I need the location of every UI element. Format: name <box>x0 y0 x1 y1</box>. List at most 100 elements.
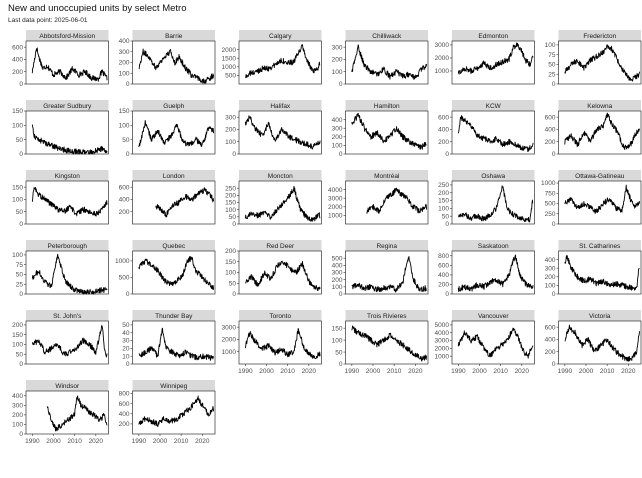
facet-strip-label: London <box>163 173 185 180</box>
y-tick-label: 800 <box>438 253 449 260</box>
y-tick-label: 1000 <box>541 180 556 187</box>
facet-strip <box>345 170 428 181</box>
panel-greater-sudbury: Greater Sudbury 0 50 100 150 <box>12 100 109 158</box>
y-tick-label: 75 <box>16 262 24 269</box>
y-tick-label: 150 <box>332 325 343 332</box>
facet-strip <box>452 240 535 251</box>
y-tick-label: 50 <box>442 213 450 220</box>
panel-quebec: Quebec 0 500 1000 <box>115 240 216 298</box>
y-tick-label: 0 <box>19 431 23 438</box>
panel-fredericton: Fredericton 0 25 50 75 100 <box>545 30 642 88</box>
facet-strip <box>452 100 535 111</box>
y-tick-label: 3000 <box>328 195 343 202</box>
panel-frame <box>451 40 535 85</box>
panel-frame <box>132 250 216 295</box>
y-tick-label: 400 <box>545 257 556 264</box>
facet-strip <box>558 240 641 251</box>
y-tick-label: 500 <box>225 73 236 80</box>
y-tick-label: 400 <box>119 411 130 418</box>
facet-strip-label: Saskatoon <box>478 243 509 250</box>
y-tick-label: 1000 <box>435 68 450 75</box>
x-tick-label: 2000 <box>259 368 274 375</box>
y-tick-label: 50 <box>335 349 343 356</box>
x-tick-label: 2000 <box>579 368 594 375</box>
x-tick-label: 2010 <box>387 368 402 375</box>
facet-strip <box>345 100 428 111</box>
y-tick-label: 50 <box>122 137 130 144</box>
series-line <box>244 185 321 222</box>
facet-strip <box>132 240 215 251</box>
y-tick-label: 400 <box>119 38 130 45</box>
y-tick-label: 200 <box>225 193 236 200</box>
y-tick-label: 150 <box>225 259 236 266</box>
chart-title: New and unoccupied units by select Metro <box>8 3 187 14</box>
y-tick-label: 0 <box>339 151 343 158</box>
x-tick-label: 2000 <box>153 438 168 445</box>
y-tick-label: 100 <box>332 143 343 150</box>
facet-strip-label: Calgary <box>269 33 292 40</box>
facet-strip <box>26 100 109 111</box>
y-tick-label: 0 <box>232 151 236 158</box>
y-tick-label: 40 <box>122 330 130 337</box>
y-tick-label: 600 <box>545 324 556 331</box>
x-tick-label: 1990 <box>451 368 466 375</box>
facet-strip-label: Montréal <box>374 173 400 180</box>
series-line <box>351 44 428 80</box>
facet-strip-label: KCW <box>486 103 502 110</box>
y-tick-label: 200 <box>225 127 236 134</box>
series-line <box>457 42 534 75</box>
panel-toronto: Toronto 1000 2000 3000 1990 2000 2010 2020 <box>222 310 322 375</box>
y-tick-label: 0 <box>339 291 343 298</box>
y-tick-label: 2000 <box>435 55 450 62</box>
series-line <box>458 185 534 223</box>
y-tick-label: 10 <box>122 353 130 360</box>
facet-strip <box>558 310 641 321</box>
y-tick-label: 150 <box>12 332 23 339</box>
y-tick-label: 200 <box>119 60 130 67</box>
x-tick-label: 2020 <box>302 368 317 375</box>
facet-strip <box>558 100 641 111</box>
series-line <box>564 112 641 151</box>
panel-peterborough: Peterborough 0 25 50 75 100 <box>12 240 109 298</box>
y-tick-label: 0 <box>552 81 556 88</box>
facet-strip-label: Barrie <box>165 33 183 40</box>
panel-ottawa-gatineau: Ottawa-Gatineau 0 250 500 750 1000 <box>541 170 642 228</box>
y-tick-label: 0 <box>445 291 449 298</box>
facet-strip-label: Guelph <box>163 103 184 110</box>
facet-strip <box>558 170 641 181</box>
facet-strip-label: Hamilton <box>374 103 400 110</box>
y-tick-label: 4000 <box>328 187 343 194</box>
series-line <box>366 187 428 214</box>
series-line <box>244 327 321 359</box>
x-tick-label: 2020 <box>515 368 530 375</box>
facet-strip-label: Edmonton <box>478 33 508 40</box>
y-tick-label: 200 <box>119 209 130 216</box>
y-tick-label: 250 <box>545 211 556 218</box>
facet-strip-label: Windsor <box>55 383 80 390</box>
panel-victoria: Victoria 0 200 400 600 1990 2000 2010 2020 <box>545 310 642 375</box>
x-tick-label: 1990 <box>238 368 253 375</box>
y-tick-label: 0 <box>19 291 23 298</box>
y-tick-label: 600 <box>545 114 556 121</box>
y-tick-label: 50 <box>16 351 24 358</box>
x-tick-label: 1990 <box>345 368 360 375</box>
y-tick-label: 3000 <box>222 324 237 331</box>
series-line <box>138 119 215 148</box>
facet-strip <box>132 100 215 111</box>
y-tick-label: 200 <box>545 139 556 146</box>
y-tick-label: 50 <box>229 214 237 221</box>
facet-strip-label: Fredericton <box>583 33 616 40</box>
y-tick-label: 400 <box>119 197 130 204</box>
y-tick-label: 100 <box>225 270 236 277</box>
series-line <box>31 325 108 358</box>
facet-strip <box>239 100 322 111</box>
y-tick-label: 100 <box>545 42 556 49</box>
x-tick-label: 2010 <box>493 368 508 375</box>
y-tick-label: 400 <box>438 127 449 134</box>
y-tick-label: 400 <box>12 393 23 400</box>
y-tick-label: 150 <box>12 184 23 191</box>
